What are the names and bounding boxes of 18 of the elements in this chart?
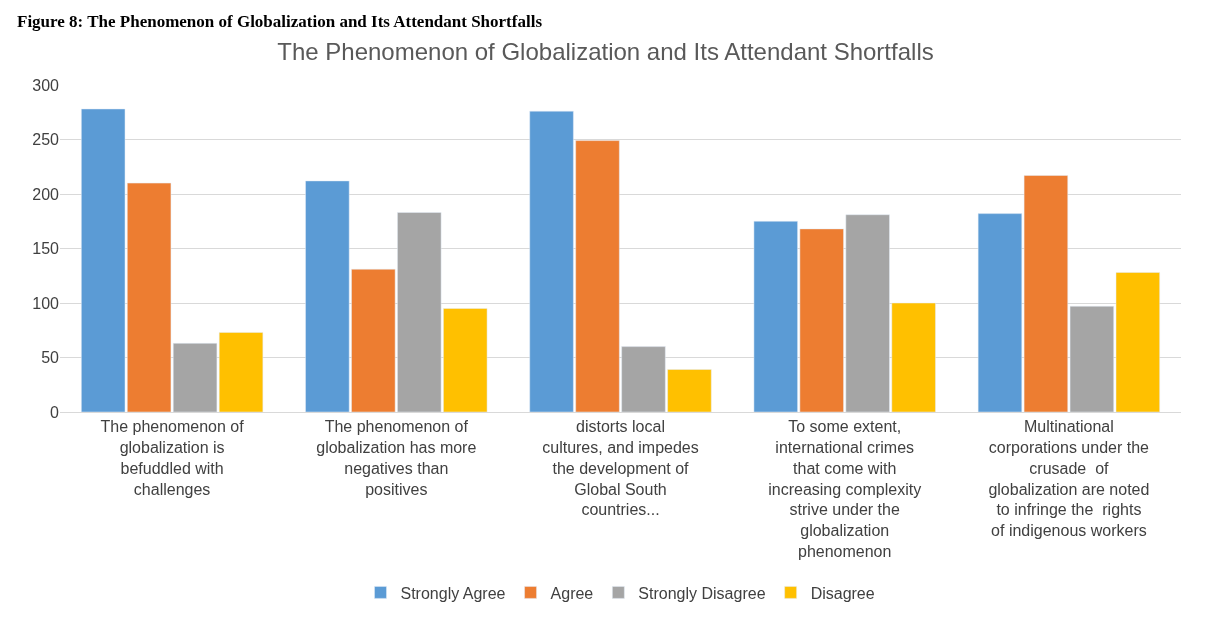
legend-label: Strongly Agree [400,584,506,602]
y-tick-label: 150 [32,240,60,258]
legend-label: Disagree [810,584,875,602]
legend-label: Agree [550,584,594,602]
y-tick-label: 100 [32,294,60,312]
x-tick-label: The phenomenon of globalization has more negatives than positives [316,418,477,498]
x-tick-label: To some extent, international crimes that come with increasing complexity strive under the globalization phenomenon [768,418,922,560]
y-tick-label: 250 [32,131,60,149]
y-tick-label: 0 [50,403,60,421]
caption: Figure 8: The Phenomenon of Globalization and Its Attendant Shortfalls [17,12,543,31]
y-tick-label: 300 [32,76,60,94]
x-tick-label: The phenomenon of globalization is befuddled with challenges [100,418,245,498]
legend-label: Strongly Disagree [638,584,766,602]
y-tick-label: 200 [32,185,60,203]
x-tick-label: distorts local cultures, and impedes the development of Global South countries... [542,418,699,519]
x-tick-label: Multinational corporations under the crusade of globalization are noted to infringe the rights of indigenous workers [988,418,1150,540]
chart-title: The Phenomenon of Globalization and Its Attendant Shortfalls [277,38,934,66]
y-tick-label: 50 [41,349,60,367]
